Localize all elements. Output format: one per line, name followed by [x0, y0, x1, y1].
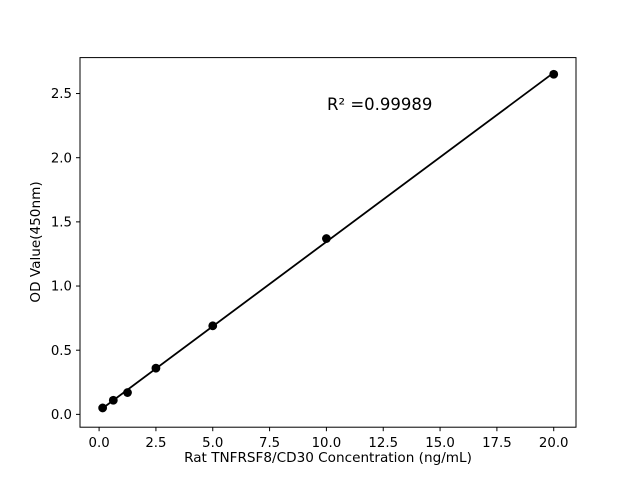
data-point — [549, 69, 559, 79]
data-point — [151, 363, 161, 373]
data-point — [123, 388, 132, 397]
x-tick-label: 0.0 — [89, 436, 110, 451]
axes-box — [79, 57, 577, 428]
r-squared-annotation: R² =0.99989 — [327, 95, 432, 114]
y-axis-label: OD Value(450nm) — [28, 181, 44, 302]
y-tick-label: 1.0 — [51, 280, 72, 295]
x-tick-label: 7.5 — [259, 436, 280, 451]
x-tick-label: 15.0 — [425, 436, 455, 451]
x-tick-label: 10.0 — [312, 436, 342, 451]
x-tick-label: 17.5 — [482, 436, 512, 451]
y-tick-label: 2.0 — [51, 151, 72, 166]
data-point — [108, 395, 118, 405]
y-tick-label: 0.5 — [51, 344, 72, 359]
y-tick-label: 2.5 — [51, 87, 72, 102]
axes-spines — [79, 57, 577, 428]
y-tick-label: 1.5 — [51, 216, 72, 231]
x-tick-label: 12.5 — [368, 436, 398, 451]
x-tick-label: 20.0 — [539, 436, 569, 451]
x-tick-label: 5.0 — [202, 436, 223, 451]
data-point — [98, 403, 108, 413]
data-series — [98, 69, 559, 413]
data-point — [208, 321, 218, 331]
y-tick-label: 0.0 — [51, 408, 72, 423]
x-tick-label: 2.5 — [145, 436, 166, 451]
axis-ticks: 0.0 2.5 5.0 7.5 10.0 12.5 15.0 17.5 20.0 0.0 0.5 1.… — [51, 87, 569, 451]
data-point — [322, 234, 331, 243]
x-axis-label: Rat TNFRSF8/CD30 Concentration (ng/mL) — [184, 450, 472, 466]
